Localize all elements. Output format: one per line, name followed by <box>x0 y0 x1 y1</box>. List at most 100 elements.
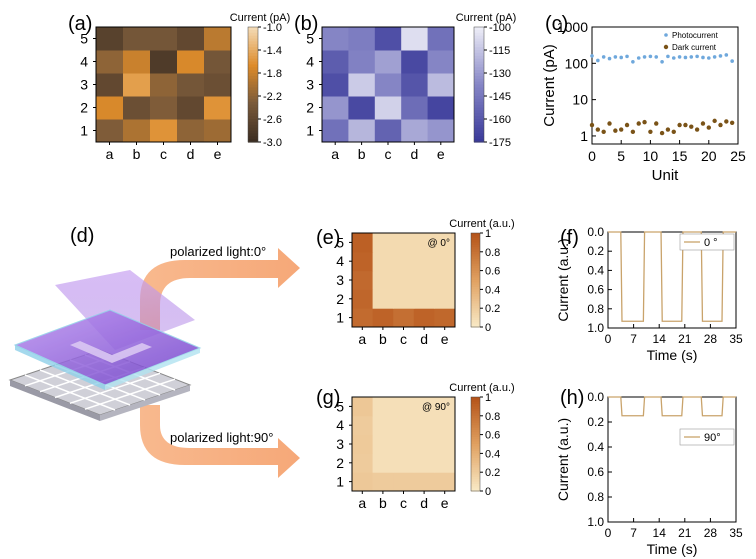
heatmap-cell <box>427 50 455 74</box>
colorbar-segment <box>471 472 480 476</box>
colorbar-segment <box>471 436 480 440</box>
colorbar-tick-label: 0.2 <box>485 303 500 315</box>
colorbar-segment <box>471 268 480 272</box>
heatmap-g: a b c d e 1 2 3 4 5 @ 90° 1 0.8 0.6 0.4 0.2 0 Current (a.… <box>336 382 515 511</box>
heatmap-a: a b c d e 1 2 3 4 5 -1.0 -1.4 -1.8 -2.2 -2.6 -3.0 Curren… <box>80 12 290 162</box>
x-tick-label: 21 <box>678 332 692 346</box>
data-point <box>671 56 676 60</box>
colorbar-segment <box>248 107 258 111</box>
arrow-bottom-label: polarized light:90° <box>170 430 274 445</box>
data-point <box>630 129 636 135</box>
colorbar-tick-label: 0 <box>485 486 491 498</box>
colorbar-title: Current (a.u.) <box>449 382 514 394</box>
y-tick-label: 0.4 <box>587 440 604 454</box>
data-point <box>613 128 618 133</box>
heatmap-cell <box>348 27 376 51</box>
colorbar-segment <box>471 256 480 260</box>
y-tick-label: 4 <box>80 54 88 70</box>
data-point <box>689 55 694 59</box>
x-tick-label: e <box>441 331 449 347</box>
heatmap-cell <box>434 251 456 272</box>
heatmap-cell <box>348 50 376 74</box>
colorbar-tick-label: -1.8 <box>263 68 282 80</box>
x-tick-label: 0 <box>605 332 612 346</box>
colorbar-title: Current (a.u.) <box>449 218 514 230</box>
heatmap-cell <box>352 397 374 417</box>
y-tick-label: 1 <box>336 474 344 490</box>
colorbar-segment <box>471 280 480 283</box>
arrow-bottom <box>140 405 300 478</box>
x-tick-label: a <box>331 146 339 162</box>
colorbar-tick-label: -160 <box>489 114 511 126</box>
heatmap-cell <box>374 27 402 51</box>
heatmap-cell <box>204 27 232 51</box>
l-pattern-icon <box>70 341 152 363</box>
colorbar-segment <box>471 420 480 424</box>
x-tick-label: 35 <box>729 526 743 540</box>
heatmap-cell <box>204 96 232 120</box>
heatmap-cell <box>413 415 435 436</box>
heatmap-cell <box>372 434 394 454</box>
data-point <box>654 121 659 126</box>
data-point <box>689 124 694 129</box>
heatmap-cell <box>322 119 349 143</box>
heatmap-cell <box>372 415 394 436</box>
colorbar-segment <box>474 133 484 137</box>
x-tick-label: 0 <box>588 148 596 164</box>
colorbar-tick-label: -1.0 <box>263 22 282 34</box>
heatmap-cell <box>413 233 435 253</box>
colorbar-segment <box>248 47 258 51</box>
colorbar-segment <box>471 458 480 462</box>
colorbar-segment <box>471 237 480 241</box>
colorbar-segment <box>248 29 258 34</box>
heatmap-cell <box>352 289 374 309</box>
data-point <box>730 59 734 63</box>
colorbar-segment <box>471 446 480 450</box>
colorbar-segment <box>248 84 258 88</box>
y-tick-label: 5 <box>336 398 344 414</box>
colorbar-segment <box>474 44 484 48</box>
colorbar-segment <box>471 263 480 267</box>
heatmap-cell <box>96 50 124 74</box>
colorbar-frame <box>247 26 259 143</box>
data-point <box>701 55 705 60</box>
legend-box <box>679 233 735 251</box>
y-tick-label: 3 <box>336 272 344 288</box>
colorbar-segment <box>474 107 484 111</box>
data-point <box>642 119 647 125</box>
colorbar-tick-label: -2.2 <box>263 91 282 103</box>
colorbar-segment <box>248 101 258 106</box>
colorbar-segment <box>471 303 480 307</box>
arrow-top <box>140 248 300 330</box>
data-point <box>724 119 729 124</box>
data-point <box>607 121 612 126</box>
heatmap-cell <box>177 73 205 97</box>
panel-label-b: (b) <box>294 13 318 35</box>
colorbar-segment <box>474 124 484 129</box>
heatmap-cell <box>352 251 374 272</box>
colorbar-segment <box>471 451 480 454</box>
legend-label: Photocurrent <box>672 31 719 40</box>
colorbar-segment <box>471 287 480 290</box>
y-axis-label: Current (pA) <box>541 44 558 127</box>
colorbar-segment <box>474 110 484 114</box>
colorbar-segment <box>471 312 480 316</box>
x-tick-label: d <box>420 495 428 511</box>
colorbar-title: Current (pA) <box>456 12 517 24</box>
colorbar-segment <box>471 444 480 447</box>
colorbar-segment <box>471 317 480 321</box>
colorbar-tick-label: 1 <box>485 228 491 240</box>
heatmap-cell <box>150 73 178 97</box>
legend-box <box>679 428 735 446</box>
y-tick-label: 0.2 <box>587 415 604 429</box>
colorbar-tick-label: 0.4 <box>485 448 500 460</box>
colorbar-tick-label: -130 <box>489 68 511 80</box>
x-tick-label: 10 <box>643 148 659 164</box>
colorbar-segment <box>474 75 484 80</box>
data-point <box>642 55 647 59</box>
heatmap-cell <box>434 453 456 473</box>
x-tick-label: 25 <box>730 148 746 164</box>
x-tick-label: c <box>385 146 392 162</box>
x-tick-label: 5 <box>617 148 625 164</box>
colorbar-segment <box>474 139 484 143</box>
